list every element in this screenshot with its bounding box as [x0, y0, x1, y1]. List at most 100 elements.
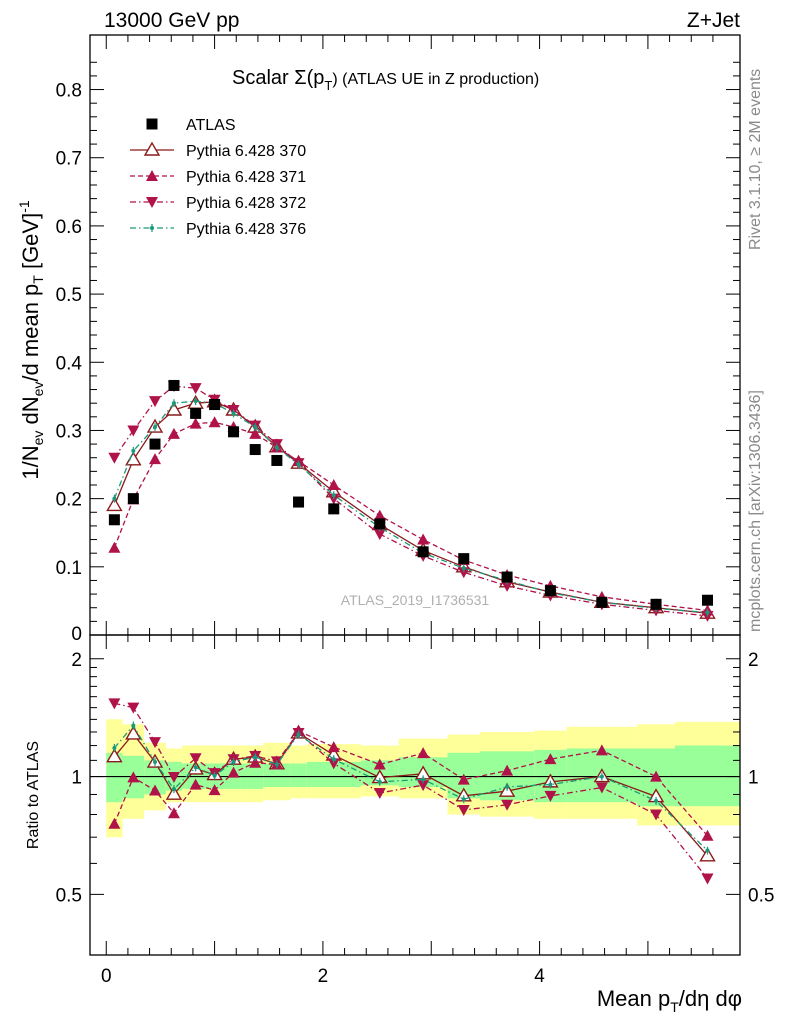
- legend-marker: [146, 197, 158, 208]
- series-0-point: [271, 454, 283, 466]
- ratio-2-point: [227, 766, 240, 778]
- x-tick-label: 2: [318, 966, 329, 987]
- series-0-point: [702, 594, 713, 606]
- series-0-point: [328, 503, 340, 515]
- ratio-3-point: [189, 753, 202, 765]
- ratio-tick-label: 0.5: [56, 885, 82, 906]
- ratio-1-point: [165, 785, 183, 800]
- series-0-point: [293, 496, 305, 508]
- series-2-point: [208, 416, 221, 428]
- series-3-point: [501, 580, 514, 592]
- legend-label: Pythia 6.428 370: [186, 143, 306, 160]
- y-tick-label: 0.2: [56, 490, 82, 511]
- series-0-point: [108, 514, 120, 526]
- process-label: Z+Jet: [687, 9, 740, 32]
- y-tick-label: 0.5: [56, 285, 82, 306]
- chart-title: Scalar Σ(pT) (ATLAS UE in Z production): [232, 67, 539, 93]
- series-2-point: [249, 427, 262, 439]
- ratio-3-point: [595, 782, 608, 794]
- ratio-tick-label-right: 2: [748, 650, 759, 671]
- legend-label: ATLAS: [186, 117, 236, 134]
- series-0-point: [596, 596, 608, 608]
- ratio-2-point: [544, 753, 557, 765]
- x-tick-label: 0: [101, 966, 112, 987]
- series-2-point: [327, 479, 340, 490]
- y-axis-label-ratio: Ratio to ATLAS: [25, 741, 42, 849]
- ratio-3-point: [417, 780, 430, 792]
- y-tick-label: 0.3: [56, 421, 82, 442]
- legend-marker: [146, 118, 158, 130]
- y-tick-label: 0.1: [56, 558, 82, 579]
- series-0-point: [190, 407, 202, 419]
- band-green: [675, 745, 740, 807]
- series-0-point: [501, 571, 513, 583]
- ratio-3-point: [457, 805, 470, 817]
- series-line: [113, 421, 708, 612]
- series-0-point: [149, 438, 161, 450]
- ratio-2-point: [189, 778, 202, 790]
- ratio-2-point: [650, 770, 663, 782]
- chart-title-main: Scalar Σ(p: [232, 67, 324, 89]
- series-0-point: [417, 546, 429, 558]
- ratio-tick-label-right: 0.5: [748, 885, 774, 906]
- legend-label: Pythia 6.428 371: [186, 169, 306, 186]
- ratio-3-point: [327, 758, 340, 770]
- ratio-2-point: [501, 764, 514, 776]
- series-0-point: [249, 444, 261, 456]
- series-0-point: [168, 379, 180, 391]
- y-tick-label: 0.4: [56, 353, 83, 374]
- ratio-3-point: [544, 790, 557, 802]
- ratio-2-point: [327, 741, 340, 753]
- legend-marker: [146, 170, 158, 181]
- ratio-1-point: [699, 847, 716, 862]
- series-2-point: [189, 417, 202, 429]
- rivet-version-label: Rivet 3.1.10, ≥ 2M events: [747, 69, 764, 250]
- analysis-watermark: ATLAS_2019_I1736531: [341, 592, 490, 608]
- series-3-point: [457, 567, 470, 579]
- ratio-2-point: [249, 756, 262, 768]
- ratio-2-point: [127, 771, 140, 783]
- y-tick-label: 0.6: [56, 217, 82, 238]
- legend-label: Pythia 6.428 376: [186, 221, 306, 238]
- series-2-point: [417, 533, 430, 545]
- ratio-tick-label-right: 1: [748, 768, 759, 789]
- series-0-point: [458, 553, 470, 565]
- ratio-3-point: [108, 698, 121, 710]
- ratio-3-point: [650, 809, 663, 821]
- ratio-2-point: [373, 758, 386, 770]
- ratio-3-point: [501, 799, 514, 811]
- band-green: [106, 752, 123, 803]
- series-2-point: [108, 541, 121, 553]
- ratio-2-point: [108, 817, 121, 829]
- ratio-2-point: [417, 747, 430, 759]
- series-0-point: [228, 426, 240, 438]
- ratio-series-4: [112, 721, 710, 855]
- series-1-point: [106, 497, 123, 512]
- series-3-point: [149, 396, 161, 408]
- ratio-2-point: [208, 784, 221, 796]
- series-0-point: [127, 493, 139, 505]
- ratio-2-point: [595, 744, 608, 756]
- energy-label: 13000 GeV pp: [104, 9, 239, 32]
- y-tick-label: 0: [71, 624, 82, 645]
- series-2-point: [149, 453, 161, 465]
- series-0-point: [209, 399, 221, 411]
- ratio-3-point: [167, 772, 180, 784]
- x-axis-label: Mean pT/dη dφ: [597, 986, 742, 1015]
- band-green: [290, 763, 307, 788]
- series-0-point: [374, 518, 386, 530]
- y-tick-label: 0.7: [56, 149, 82, 170]
- ratio-2-point: [701, 829, 714, 841]
- ratio-2-point: [167, 807, 180, 819]
- ratio-3-point: [127, 702, 140, 714]
- legend-label: Pythia 6.428 372: [186, 195, 306, 212]
- series-0: [108, 379, 713, 610]
- series-line: [113, 401, 708, 614]
- series-2-point: [167, 427, 180, 439]
- ratio-3-point: [149, 737, 161, 749]
- series-2-point: [373, 509, 386, 521]
- ratio-2-point: [457, 773, 470, 785]
- legend-marker: [143, 141, 161, 156]
- y-axis-label-main: 1/Nev dNev/d mean pT [GeV]-1: [16, 200, 46, 480]
